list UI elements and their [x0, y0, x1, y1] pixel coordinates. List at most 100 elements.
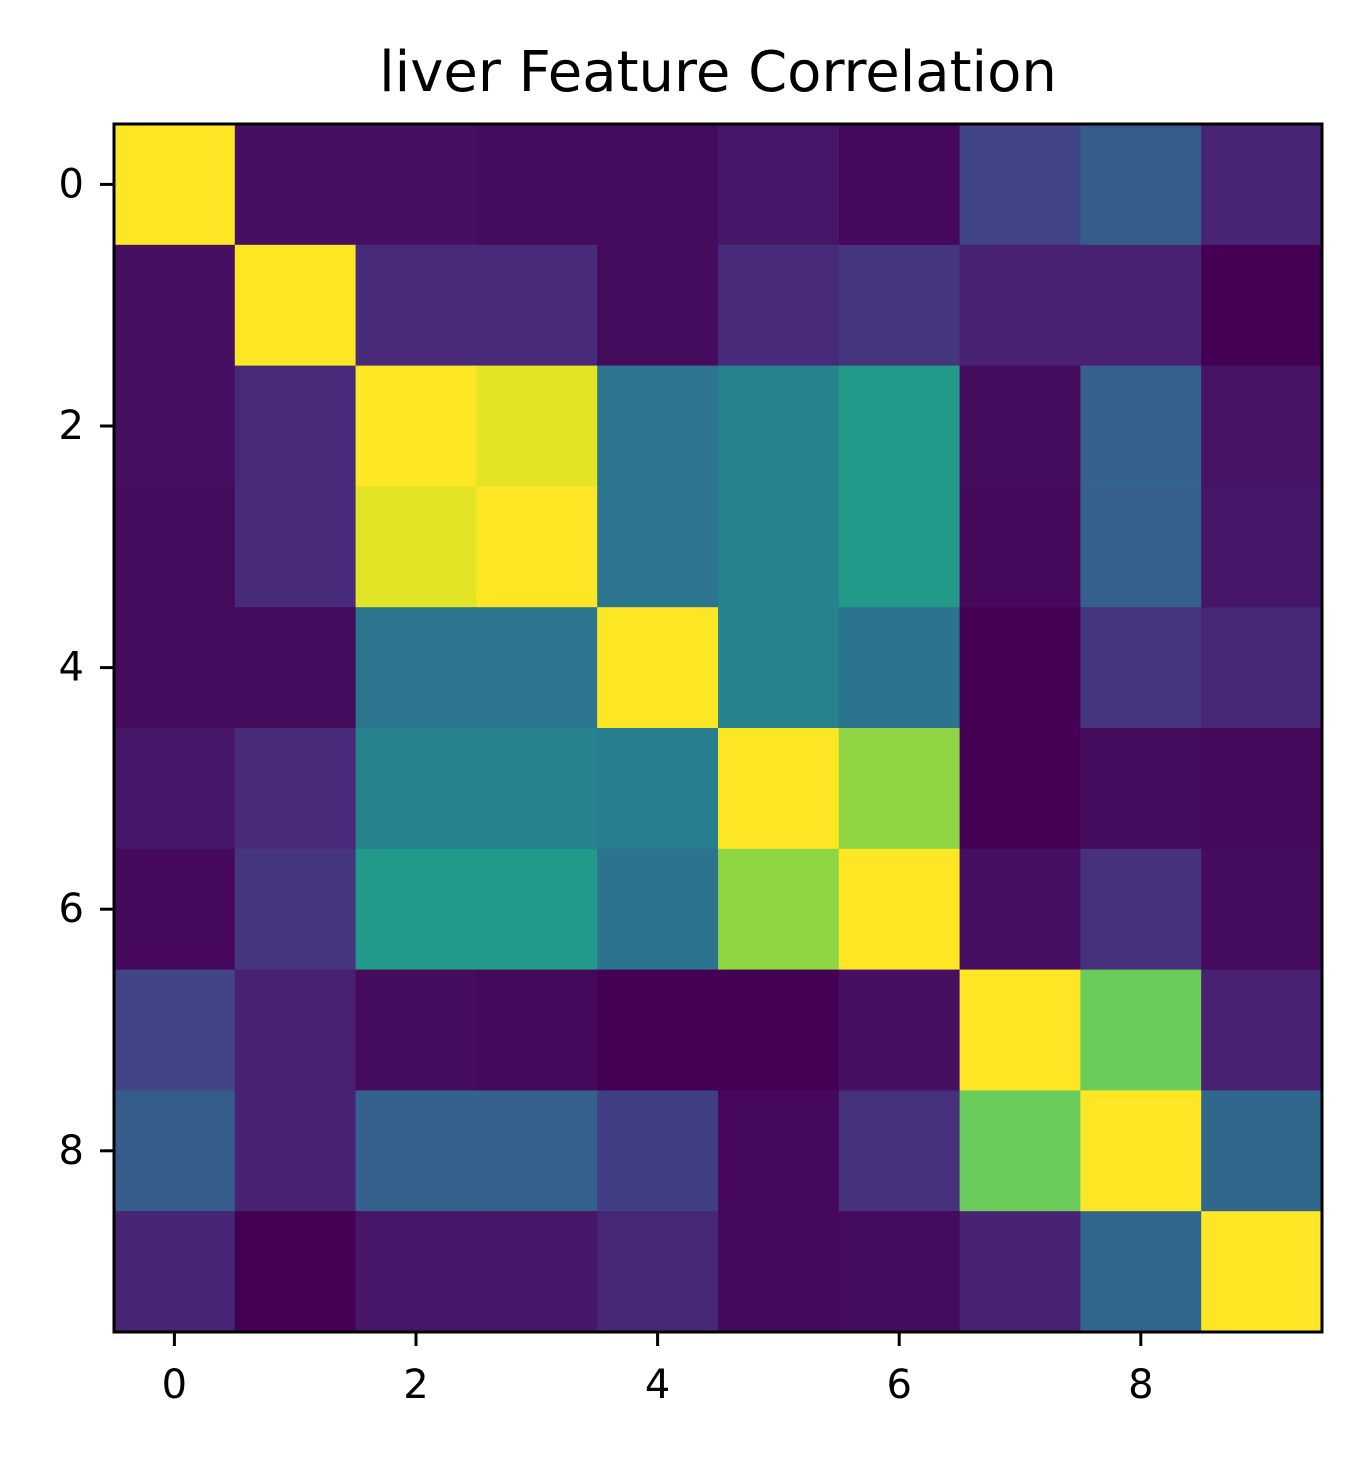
- heatmap-cell: [1080, 969, 1202, 1091]
- heatmap-cell: [718, 848, 840, 971]
- heatmap-cell: [1080, 1090, 1202, 1212]
- heatmap-cell: [114, 486, 236, 608]
- heatmap-cell: [114, 1211, 236, 1333]
- heatmap-cell: [1201, 728, 1323, 850]
- heatmap-cell: [355, 607, 477, 729]
- heatmap-cell: [234, 969, 357, 1091]
- heatmap-cell: [718, 728, 840, 850]
- heatmap-cell: [355, 365, 477, 487]
- heatmap-cell: [1080, 124, 1202, 246]
- heatmap-cell: [959, 124, 1081, 246]
- heatmap-cell: [597, 365, 719, 487]
- heatmap-cell: [476, 486, 598, 608]
- heatmap-cell: [476, 607, 598, 729]
- heatmap-cell: [355, 728, 477, 850]
- heatmap-cell: [959, 244, 1081, 367]
- heatmap-cell: [355, 1211, 477, 1333]
- heatmap-cell: [114, 969, 236, 1091]
- heatmap-cell: [838, 728, 961, 850]
- heatmap-cell: [234, 486, 357, 608]
- heatmap-cell: [718, 124, 840, 246]
- heatmap-cell: [718, 969, 840, 1091]
- heatmap-cell: [1080, 607, 1202, 729]
- heatmap-cell: [114, 728, 236, 850]
- y-tick-label: 8: [59, 1128, 84, 1174]
- heatmap-cell: [114, 607, 236, 729]
- x-axis: 0 2 4 6 8: [162, 1332, 1154, 1408]
- heatmap-cell: [597, 728, 719, 850]
- heatmap-cell: [114, 365, 236, 487]
- heatmap-cell: [959, 1211, 1081, 1333]
- heatmap-cell: [838, 607, 961, 729]
- heatmap-cell: [718, 607, 840, 729]
- heatmap-cell: [597, 244, 719, 367]
- heatmap-cell: [838, 848, 961, 971]
- y-tick-label: 4: [59, 645, 84, 691]
- heatmap-cell: [1080, 848, 1202, 971]
- heatmap-cell: [355, 969, 477, 1091]
- heatmap-cell: [355, 848, 477, 971]
- heatmap-cell: [1201, 607, 1323, 729]
- heatmap-cell: [476, 969, 598, 1091]
- heatmap-cell: [1080, 365, 1202, 487]
- heatmap-cell: [597, 486, 719, 608]
- x-tick-label: 8: [1128, 1362, 1153, 1408]
- heatmap-cell: [718, 1211, 840, 1333]
- heatmap-cell: [114, 124, 236, 246]
- heatmap-cell: [1080, 486, 1202, 608]
- heatmap-cell: [476, 124, 598, 246]
- heatmap-cell: [1201, 365, 1323, 487]
- heatmap-cell: [476, 848, 598, 971]
- heatmap-cell: [234, 244, 357, 367]
- heatmap-cell: [718, 1090, 840, 1212]
- heatmap-cell: [838, 244, 961, 367]
- heatmap-cell: [718, 244, 840, 367]
- heatmap-cell: [1080, 1211, 1202, 1333]
- heatmap-cell: [234, 124, 357, 246]
- x-tick-label: 2: [403, 1362, 428, 1408]
- heatmap-cell: [597, 607, 719, 729]
- heatmap-cell: [355, 124, 477, 246]
- y-tick-label: 0: [59, 161, 84, 207]
- x-tick-label: 4: [645, 1362, 670, 1408]
- heatmap-cell: [234, 365, 357, 487]
- y-tick-label: 2: [59, 403, 84, 449]
- heatmap-cell: [476, 1090, 598, 1212]
- heatmap-cell: [476, 728, 598, 850]
- heatmap-cell: [959, 1090, 1081, 1212]
- plot-frame: [112, 122, 1324, 1334]
- heatmap-cell: [838, 365, 961, 487]
- y-tick-label: 6: [59, 886, 84, 932]
- heatmap-cell: [1201, 969, 1323, 1091]
- heatmap-cell: [1201, 124, 1323, 246]
- heatmap-cell: [114, 244, 236, 367]
- heatmap-cell: [959, 969, 1081, 1091]
- x-tick-label: 0: [162, 1362, 187, 1408]
- heatmap-cell: [597, 1211, 719, 1333]
- heatmap-cell: [234, 728, 357, 850]
- heatmap-cell: [718, 486, 840, 608]
- heatmap-cell: [959, 607, 1081, 729]
- heatmap-cell: [718, 365, 840, 487]
- heatmap-cell: [355, 486, 477, 608]
- heatmap-cell: [234, 607, 357, 729]
- heatmap-cell: [838, 1090, 961, 1212]
- heatmap-cell: [114, 1090, 236, 1212]
- heatmap-cell: [959, 486, 1081, 608]
- heatmap-cell: [355, 244, 477, 367]
- heatmap-cell: [1201, 1211, 1323, 1333]
- heatmap-cell: [838, 969, 961, 1091]
- heatmap-cell: [355, 1090, 477, 1212]
- heatmap-cell: [234, 1211, 357, 1333]
- heatmap-cell: [114, 848, 236, 971]
- heatmap-cells: [114, 124, 1323, 1333]
- heatmap-cell: [1201, 486, 1323, 608]
- heatmap-cell: [1080, 728, 1202, 850]
- heatmap-cell: [234, 1090, 357, 1212]
- heatmap-cell: [1201, 1090, 1323, 1212]
- heatmap-cell: [476, 1211, 598, 1333]
- heatmap-cell: [959, 365, 1081, 487]
- heatmap-cell: [597, 848, 719, 971]
- heatmap-cell: [838, 1211, 961, 1333]
